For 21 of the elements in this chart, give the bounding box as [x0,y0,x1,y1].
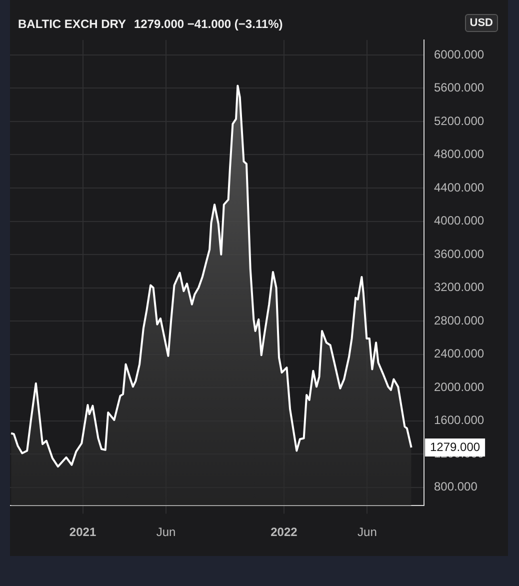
y-tick-label: 1600.000 [434,413,484,428]
x-tick-label: Jun [156,525,176,540]
x-tick-label: 2022 [270,525,298,540]
x-tick-label: 2021 [69,525,96,540]
chart-title: BALTIC EXCH DRY [18,17,126,31]
y-tick-label: 4400.000 [434,180,484,194]
y-tick-label: 3200.000 [434,280,484,294]
y-tick-label: 4000.000 [434,214,484,228]
y-tick-label: 2000.000 [434,380,484,394]
y-tick-label: 2400.000 [434,346,484,361]
y-tick-label: 6000.000 [434,47,484,62]
y-tick-label: 3600.000 [434,246,484,261]
y-tick-label: 800.000 [434,480,478,494]
y-axis-title: USD [464,14,498,32]
y-tick-label: 5600.000 [434,80,484,95]
y-tick-label: 4800.000 [434,147,484,162]
chart-subtitle: 1279.000 −41.000 (−3.11%) [134,17,283,31]
text: 1279.000 [430,440,480,454]
y-tick-label: 2800.000 [434,313,484,328]
x-tick-label: Jun [358,525,377,540]
y-tick-label: 5200.000 [434,114,484,128]
